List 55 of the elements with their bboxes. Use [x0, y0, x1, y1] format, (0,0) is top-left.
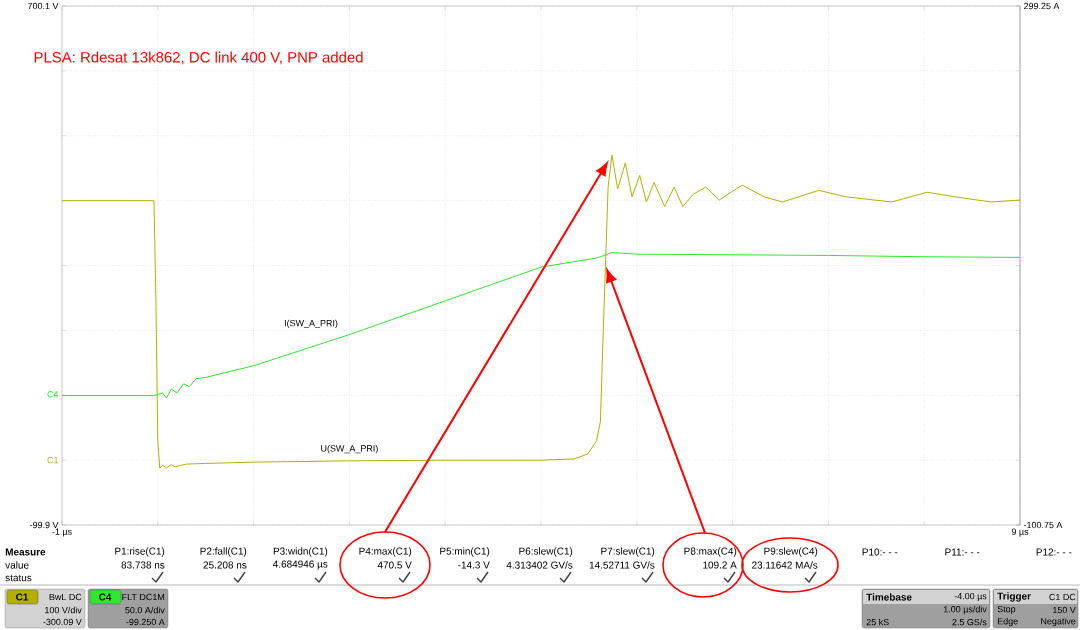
text: Timebase	[866, 593, 912, 601]
text: 470.5 V	[377, 561, 412, 569]
text: C1	[16, 593, 29, 601]
text: P7:slew(C1)	[601, 547, 655, 557]
line-series	[61, 154, 1021, 469]
text: -99.250 A	[126, 618, 165, 626]
text: C4	[47, 391, 59, 398]
text: FLT DC1M	[122, 593, 165, 601]
text: P10:- - -	[862, 548, 898, 556]
text: 2.5 GS/s	[952, 618, 987, 626]
text: C1	[47, 457, 59, 464]
text: 4.313402 GV/s	[506, 561, 573, 569]
text: value	[5, 561, 29, 569]
text: P12:- - -	[1036, 548, 1072, 556]
text: P1:rise(C1)	[115, 547, 165, 557]
text: -300.09 V	[43, 618, 82, 626]
text: P3:widn(C1)	[273, 547, 328, 557]
text: P8:max(C4)	[684, 547, 737, 557]
text: -4.00 µs	[954, 592, 987, 602]
text: P6:slew(C1)	[519, 547, 573, 557]
text: PLSA: Rdesat 13k862, DC link 400 V, PNP added	[34, 51, 363, 65]
text: 50.0 A/div	[125, 606, 165, 614]
text: 14.52711 GV/s	[589, 561, 655, 569]
y2-tick-label: 299.25 A	[1023, 2, 1060, 10]
text: C4	[99, 593, 112, 601]
y2-tick-label: -100.75 A	[1023, 521, 1063, 529]
text: Trigger	[997, 592, 1031, 602]
text: 4.684946 µs	[273, 560, 328, 570]
text: P5:min(C1)	[440, 547, 490, 557]
y-tick-label: -99.9 V	[29, 521, 59, 529]
text: P2:fall(C1)	[200, 547, 247, 557]
text: 25 kS	[866, 618, 889, 626]
text: -14.3 V	[458, 561, 490, 569]
text: status	[5, 574, 32, 582]
text: BwL DC	[49, 593, 82, 601]
text: 109.2 A	[703, 561, 737, 569]
text: Edge	[997, 617, 1018, 627]
text: Negative	[1041, 617, 1076, 627]
text: 23.11642 MA/s	[752, 561, 818, 569]
y-tick-label: 700.1 V	[28, 2, 59, 10]
text: 100 V/div	[45, 606, 82, 614]
text: 83.738 ns	[121, 561, 165, 569]
x-tick-label: 9 µs	[1011, 528, 1029, 537]
text: P9:slew(C4)	[764, 547, 818, 557]
text: 1.00 µs/div	[943, 605, 987, 615]
series-label: U(SW_A_PRI)	[321, 444, 378, 454]
text: Measure	[5, 548, 46, 556]
text: 25.208 ns	[203, 561, 247, 569]
series-label: I(SW_A_PRI)	[284, 319, 338, 329]
x-tick-label: -1 µs	[52, 528, 72, 537]
text: Stop	[997, 605, 1016, 615]
text: C1 DC	[1049, 593, 1076, 601]
text: 150 V	[1053, 606, 1076, 614]
text: P4:max(C1)	[359, 547, 412, 557]
text: P11:- - -	[945, 548, 980, 556]
